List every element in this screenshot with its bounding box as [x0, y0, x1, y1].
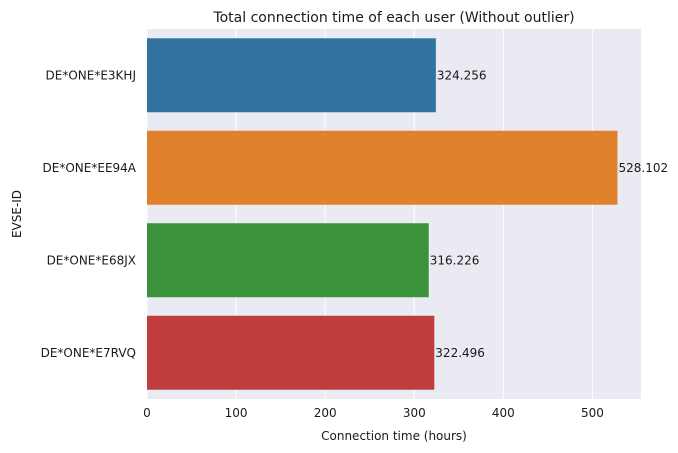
y-tick-label: DE*ONE*E7RVQ — [41, 346, 136, 360]
y-tick-label: DE*ONE*E3KHJ — [46, 68, 136, 82]
x-tick-label: 0 — [143, 406, 151, 420]
x-tick-label: 100 — [225, 406, 248, 420]
x-tick-label: 400 — [492, 406, 515, 420]
y-tick-label: DE*ONE*EE94A — [43, 161, 137, 175]
bar — [147, 130, 618, 205]
y-axis-label: EVSE-ID — [10, 190, 24, 238]
x-tick-labels: 0 100 200 300 400 500 — [143, 406, 604, 420]
bar — [147, 315, 435, 390]
bar — [147, 223, 429, 298]
data-label: 324.256 — [437, 68, 487, 82]
y-tick-label: DE*ONE*E68JX — [47, 253, 136, 267]
bar — [147, 38, 436, 113]
x-tick-label: 500 — [581, 406, 604, 420]
data-labels: 324.256 528.102 316.226 322.496 — [430, 68, 668, 360]
data-label: 316.226 — [430, 253, 480, 267]
data-label: 528.102 — [618, 161, 668, 175]
x-tick-label: 300 — [403, 406, 426, 420]
y-tick-labels: DE*ONE*E3KHJ DE*ONE*EE94A DE*ONE*E68JX DE*O… — [41, 68, 137, 360]
data-label: 322.496 — [435, 346, 485, 360]
chart-title: Total connection time of each user (With… — [212, 10, 574, 26]
bars — [147, 38, 618, 390]
x-tick-label: 200 — [314, 406, 337, 420]
x-axis-label: Connection time (hours) — [321, 429, 467, 443]
